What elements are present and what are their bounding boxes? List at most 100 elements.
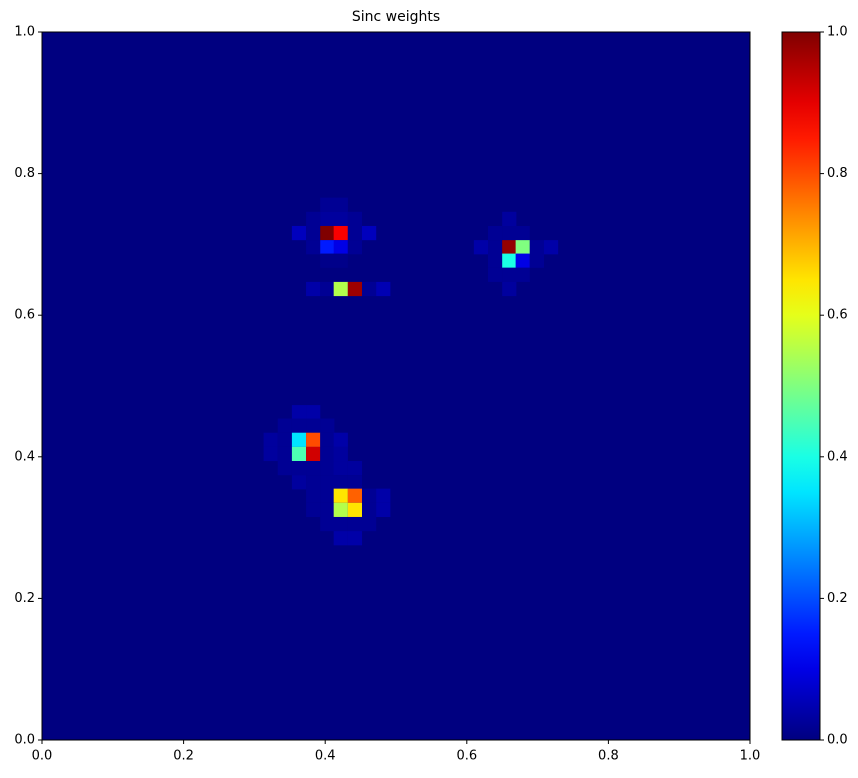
cell xyxy=(347,461,363,476)
cell xyxy=(333,531,348,546)
cell xyxy=(320,197,335,212)
cell xyxy=(502,267,517,282)
x-tick-label: 0.6 xyxy=(456,749,477,764)
cell xyxy=(320,488,335,503)
cell xyxy=(333,211,348,227)
cell xyxy=(515,253,530,268)
cell xyxy=(320,240,335,255)
cell xyxy=(333,502,348,517)
cell xyxy=(306,475,321,490)
cell xyxy=(543,240,559,255)
cell xyxy=(361,516,377,532)
cell xyxy=(291,432,307,447)
cell xyxy=(306,446,321,462)
cell xyxy=(291,461,307,476)
cell xyxy=(320,281,335,297)
cell xyxy=(320,502,335,517)
cell xyxy=(347,225,363,241)
cell xyxy=(320,446,335,462)
colorbar-tick-label: 0.0 xyxy=(827,733,848,748)
cell xyxy=(277,432,292,447)
cell xyxy=(306,281,321,297)
cell xyxy=(306,405,321,420)
cell xyxy=(515,267,530,282)
cell xyxy=(306,211,321,227)
cell xyxy=(376,488,391,503)
cell xyxy=(347,488,363,503)
cell xyxy=(306,461,321,476)
cell xyxy=(320,432,335,447)
x-tick-label: 0.0 xyxy=(32,749,53,764)
colorbar-tick-label: 0.2 xyxy=(827,591,848,606)
x-tick-label: 0.8 xyxy=(598,749,619,764)
cell xyxy=(263,446,278,462)
cell xyxy=(320,475,335,490)
cell xyxy=(306,225,321,241)
plot-background xyxy=(42,32,750,740)
cell xyxy=(333,225,348,241)
cell xyxy=(333,253,348,268)
cell xyxy=(376,281,391,297)
cell xyxy=(347,240,363,255)
cell xyxy=(306,240,321,255)
cell xyxy=(529,240,544,255)
colorbar-tick-label: 1.0 xyxy=(827,25,848,40)
cell xyxy=(320,211,335,227)
cell xyxy=(347,502,363,517)
cells xyxy=(263,197,559,546)
cell xyxy=(277,446,292,462)
cell xyxy=(333,197,348,212)
cell xyxy=(347,281,363,297)
y-tick-label: 0.2 xyxy=(14,591,35,606)
cell xyxy=(320,225,335,241)
cell xyxy=(515,225,530,241)
cell xyxy=(306,418,321,433)
cell xyxy=(488,253,503,268)
cell xyxy=(502,240,517,255)
cell xyxy=(333,475,348,490)
cell xyxy=(361,281,377,297)
cell xyxy=(488,267,503,282)
cell xyxy=(361,502,377,517)
cell xyxy=(473,240,489,255)
cell xyxy=(502,211,517,227)
cell xyxy=(277,461,292,476)
cell xyxy=(306,488,321,503)
cell xyxy=(291,225,307,241)
cell xyxy=(320,253,335,268)
cell xyxy=(529,253,544,268)
chart-title: Sinc weights xyxy=(352,9,440,25)
plot-frame xyxy=(41,31,751,741)
cell xyxy=(502,281,517,297)
cell xyxy=(347,475,363,490)
cell xyxy=(333,516,348,532)
x-tick-label: 0.2 xyxy=(173,749,194,764)
cell xyxy=(361,488,377,503)
cell xyxy=(306,432,321,447)
y-tick-label: 1.0 xyxy=(14,25,35,40)
cell xyxy=(502,253,517,268)
y-tick-label: 0.8 xyxy=(14,166,35,181)
colorbar-tick-label: 0.8 xyxy=(827,166,848,181)
cell xyxy=(291,405,307,420)
cell xyxy=(306,502,321,517)
cell xyxy=(333,240,348,255)
y-tick-label: 0.0 xyxy=(14,733,35,748)
cell xyxy=(320,516,335,532)
cell xyxy=(347,211,363,227)
cell xyxy=(361,225,377,241)
cell xyxy=(488,225,503,241)
y-tick-label: 0.6 xyxy=(14,308,35,323)
cell xyxy=(277,418,292,433)
cell xyxy=(333,461,348,476)
cell xyxy=(263,432,278,447)
cell xyxy=(502,225,517,241)
cell xyxy=(320,418,335,433)
cell xyxy=(347,531,363,546)
cell xyxy=(347,516,363,532)
cell xyxy=(488,240,503,255)
colorbar-tick-label: 0.6 xyxy=(827,308,848,323)
cell xyxy=(291,446,307,462)
cell xyxy=(376,502,391,517)
